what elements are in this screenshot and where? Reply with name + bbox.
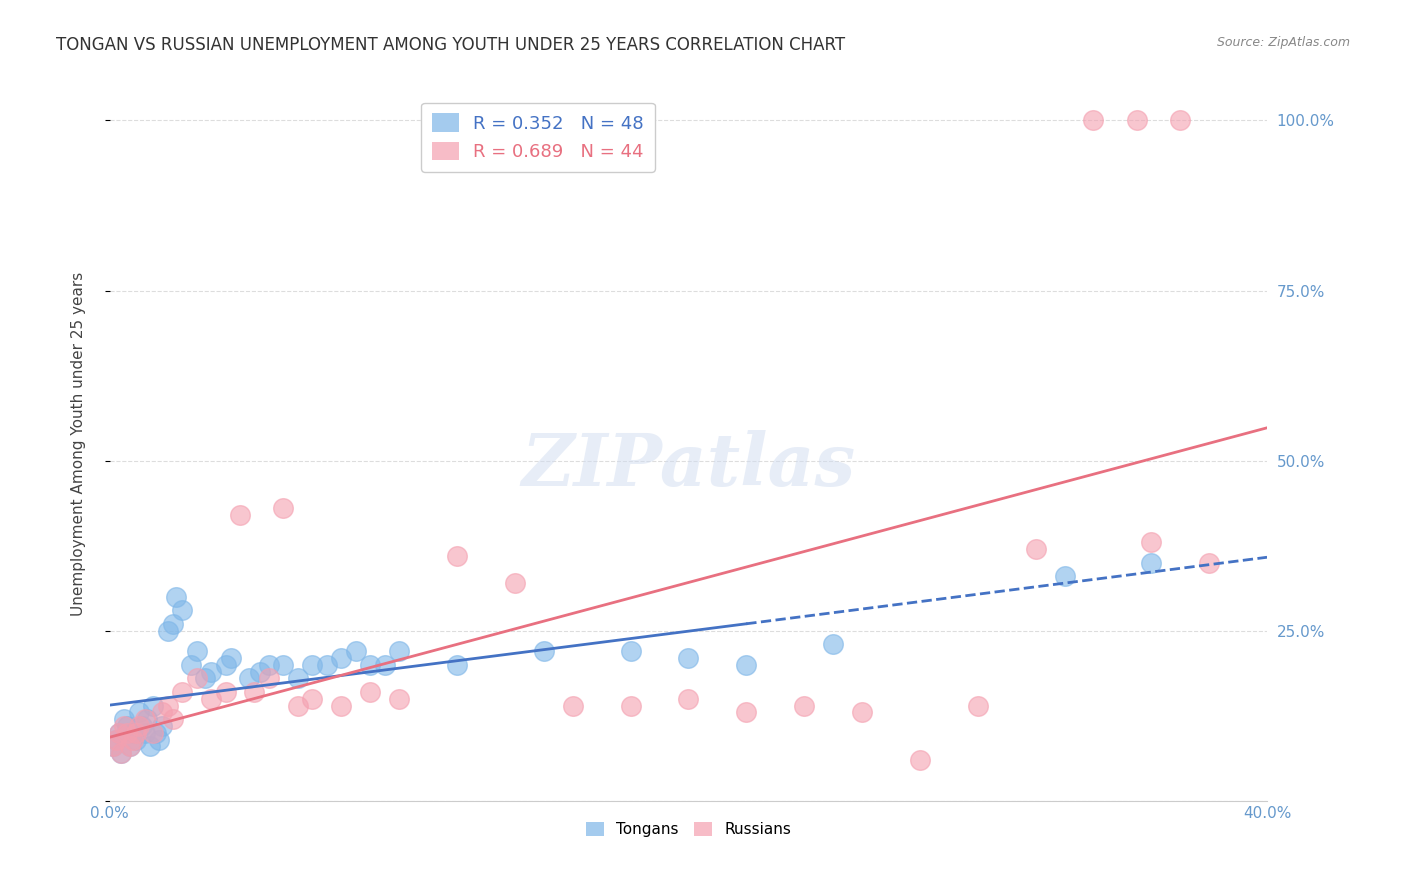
Point — [533, 644, 555, 658]
Point — [301, 657, 323, 672]
Point — [1168, 113, 1191, 128]
Point — [619, 644, 641, 658]
Point — [503, 576, 526, 591]
Point — [678, 691, 700, 706]
Point — [101, 739, 124, 754]
Point — [110, 746, 132, 760]
Point — [1083, 113, 1105, 128]
Point — [374, 657, 396, 672]
Point — [134, 726, 156, 740]
Point — [1140, 535, 1163, 549]
Point — [238, 672, 260, 686]
Point — [249, 665, 271, 679]
Point — [200, 691, 222, 706]
Point — [186, 672, 208, 686]
Point — [120, 739, 142, 754]
Point — [131, 719, 153, 733]
Y-axis label: Unemployment Among Youth under 25 years: Unemployment Among Youth under 25 years — [72, 271, 86, 615]
Point — [735, 706, 758, 720]
Point — [823, 637, 845, 651]
Point — [142, 726, 165, 740]
Point — [156, 698, 179, 713]
Point — [214, 657, 236, 672]
Point — [359, 685, 381, 699]
Point — [966, 698, 988, 713]
Point — [186, 644, 208, 658]
Point — [101, 739, 124, 754]
Point — [115, 726, 138, 740]
Point — [1025, 542, 1047, 557]
Point — [180, 657, 202, 672]
Point — [1140, 556, 1163, 570]
Point — [287, 698, 309, 713]
Point — [136, 712, 159, 726]
Point — [148, 732, 170, 747]
Point — [243, 685, 266, 699]
Point — [156, 624, 179, 638]
Point — [446, 549, 468, 563]
Point — [128, 706, 150, 720]
Point — [1053, 569, 1076, 583]
Point — [128, 719, 150, 733]
Point — [139, 739, 162, 754]
Point — [561, 698, 583, 713]
Point — [257, 672, 280, 686]
Point — [359, 657, 381, 672]
Point — [142, 698, 165, 713]
Point — [287, 672, 309, 686]
Point — [257, 657, 280, 672]
Legend: Tongans, Russians: Tongans, Russians — [579, 816, 797, 843]
Point — [107, 726, 129, 740]
Point — [388, 644, 411, 658]
Point — [122, 732, 145, 747]
Point — [110, 746, 132, 760]
Point — [273, 657, 295, 672]
Point — [388, 691, 411, 706]
Point — [125, 726, 148, 740]
Point — [344, 644, 367, 658]
Point — [162, 616, 184, 631]
Text: Source: ZipAtlas.com: Source: ZipAtlas.com — [1216, 36, 1350, 49]
Point — [301, 691, 323, 706]
Point — [851, 706, 873, 720]
Point — [150, 719, 173, 733]
Point — [134, 712, 156, 726]
Point — [1126, 113, 1149, 128]
Point — [678, 651, 700, 665]
Point — [112, 719, 135, 733]
Point — [619, 698, 641, 713]
Point — [793, 698, 815, 713]
Point — [112, 712, 135, 726]
Point — [145, 726, 167, 740]
Point — [229, 508, 252, 522]
Point — [150, 706, 173, 720]
Text: ZIPatlas: ZIPatlas — [522, 430, 855, 500]
Point — [908, 753, 931, 767]
Point — [330, 698, 353, 713]
Point — [122, 726, 145, 740]
Point — [221, 651, 243, 665]
Point — [172, 685, 194, 699]
Point — [200, 665, 222, 679]
Point — [194, 672, 217, 686]
Point — [214, 685, 236, 699]
Point — [446, 657, 468, 672]
Point — [315, 657, 337, 672]
Point — [273, 501, 295, 516]
Point — [120, 739, 142, 754]
Point — [162, 712, 184, 726]
Point — [104, 732, 127, 747]
Point — [115, 719, 138, 733]
Text: TONGAN VS RUSSIAN UNEMPLOYMENT AMONG YOUTH UNDER 25 YEARS CORRELATION CHART: TONGAN VS RUSSIAN UNEMPLOYMENT AMONG YOU… — [56, 36, 845, 54]
Point — [107, 726, 129, 740]
Point — [735, 657, 758, 672]
Point — [330, 651, 353, 665]
Point — [1198, 556, 1220, 570]
Point — [125, 732, 148, 747]
Point — [172, 603, 194, 617]
Point — [104, 732, 127, 747]
Point — [165, 590, 187, 604]
